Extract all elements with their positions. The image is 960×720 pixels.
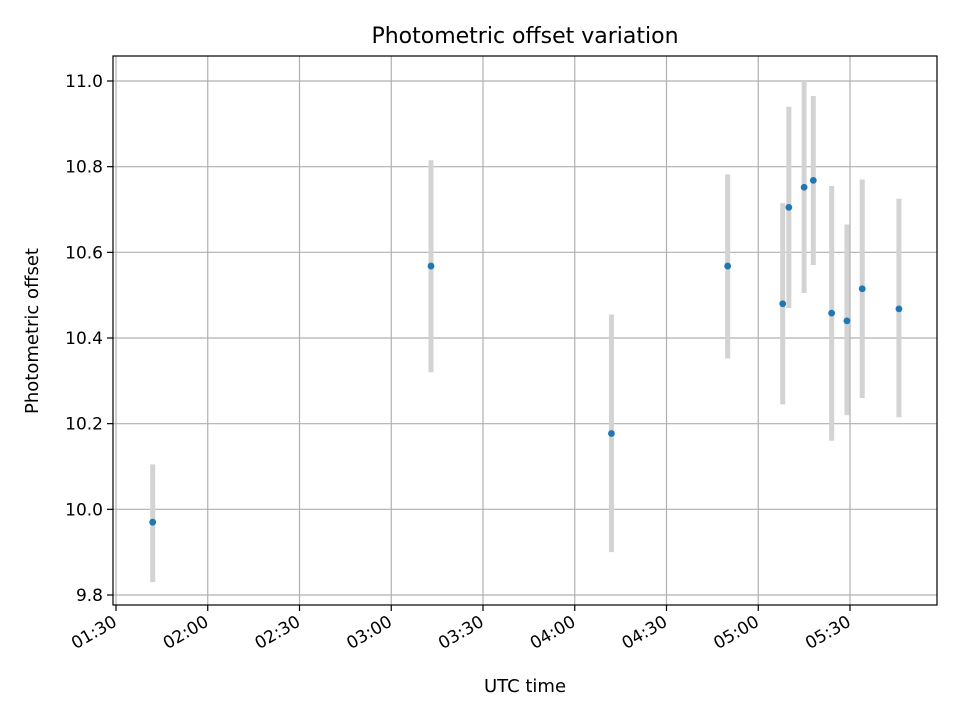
chart-title: Photometric offset variation — [371, 24, 678, 49]
y-tick-label: 9.8 — [76, 586, 103, 606]
y-tick-label: 10.2 — [65, 415, 103, 435]
y-tick-label: 10.4 — [65, 329, 103, 349]
x-axis-label: UTC time — [484, 676, 566, 697]
data-points — [149, 176, 903, 526]
y-axis: 9.8 10.0 10.2 10.4 10.6 10.8 11.0 — [65, 72, 113, 606]
y-tick-label: 10.8 — [65, 158, 103, 178]
data-point — [427, 262, 435, 270]
data-point — [828, 309, 836, 317]
data-point — [785, 203, 793, 211]
data-point — [149, 518, 157, 526]
y-tick-label: 10.0 — [65, 500, 103, 520]
data-point — [858, 285, 866, 293]
data-point — [809, 176, 817, 184]
y-axis-label: Photometric offset — [22, 248, 43, 414]
data-point — [843, 317, 851, 325]
data-point — [608, 430, 615, 437]
plot-frame — [112, 55, 938, 606]
data-point — [724, 262, 732, 270]
grid — [113, 56, 937, 605]
y-tick-label: 10.6 — [65, 243, 103, 263]
data-point — [779, 300, 787, 308]
data-point — [895, 305, 903, 313]
y-tick-label: 11.0 — [65, 72, 103, 92]
data-point — [800, 183, 808, 191]
